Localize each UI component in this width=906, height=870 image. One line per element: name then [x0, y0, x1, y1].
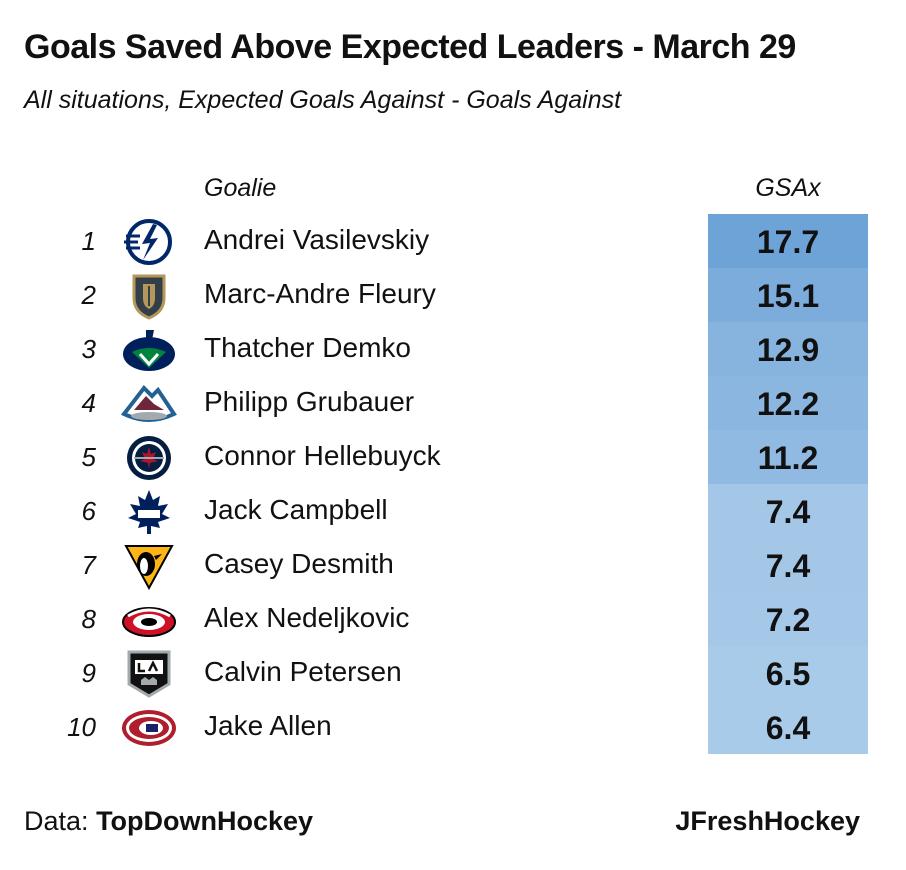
- goalie-name: Calvin Petersen: [204, 656, 402, 687]
- gsax-value-cell: 11.2: [708, 430, 868, 484]
- gsax-value-cell: 17.7: [708, 214, 868, 268]
- goalie-column-header: Goalie: [204, 174, 277, 202]
- table-row: 7 Casey Desmith 7.4: [0, 538, 906, 592]
- chart-title: Goals Saved Above Expected Leaders - Mar…: [24, 28, 796, 66]
- gsax-value-cell: 12.9: [708, 322, 868, 376]
- avalanche-logo-icon: [120, 380, 178, 428]
- table-row: 2 Marc-Andre Fleury 15.1: [0, 268, 906, 322]
- table-row: 10 Jake Allen 6.4: [0, 700, 906, 754]
- goalie-name: Philipp Grubauer: [204, 386, 415, 417]
- table-row: 5 Connor Hellebuyck 11.2: [0, 430, 906, 484]
- golden-knights-logo-icon: [120, 272, 178, 320]
- rank-label: 5: [81, 442, 96, 472]
- data-source-credit: Data: TopDownHockey: [24, 806, 313, 837]
- goalie-name: Marc-Andre Fleury: [204, 278, 436, 309]
- chart-subtitle: All situations, Expected Goals Against -…: [24, 86, 622, 114]
- rank-label: 9: [81, 658, 96, 688]
- gsax-value-cell: 12.2: [708, 376, 868, 430]
- maple-leafs-logo-icon: [120, 488, 178, 536]
- rank-label: 10: [67, 712, 96, 742]
- gsax-value-cell: 6.4: [708, 700, 868, 754]
- goalie-name: Connor Hellebuyck: [204, 440, 441, 471]
- table-row: 1 Andrei Vasilevskiy 17.7: [0, 214, 906, 268]
- goalie-name: Alex Nedeljkovic: [204, 602, 410, 633]
- canadiens-logo-icon: [120, 704, 178, 752]
- data-source-name: TopDownHockey: [96, 806, 314, 836]
- author-credit: JFreshHockey: [675, 806, 860, 836]
- table-row: 9 Calvin Petersen 6.5: [0, 646, 906, 700]
- gsax-value-cell: 7.2: [708, 592, 868, 646]
- goalie-name: Andrei Vasilevskiy: [204, 224, 430, 255]
- gsax-value-cell: 6.5: [708, 646, 868, 700]
- rank-label: 3: [81, 334, 96, 364]
- gsax-value-cell: 7.4: [708, 538, 868, 592]
- table-row: 6 Jack Campbell 7.4: [0, 484, 906, 538]
- jets-logo-icon: [120, 434, 178, 482]
- gsax-value-cell: 7.4: [708, 484, 868, 538]
- rank-label: 6: [81, 496, 96, 526]
- hurricanes-logo-icon: [120, 596, 178, 644]
- gsax-value-cell: 15.1: [708, 268, 868, 322]
- goalie-name: Thatcher Demko: [204, 332, 411, 363]
- goalie-name: Jack Campbell: [204, 494, 388, 525]
- canucks-logo-icon: [120, 326, 178, 374]
- rank-label: 7: [81, 550, 96, 580]
- rank-label: 1: [81, 226, 96, 256]
- table-row: 4 Philipp Grubauer 12.2: [0, 376, 906, 430]
- penguins-logo-icon: [120, 542, 178, 591]
- table-row: 3 Thatcher Demko 12.9: [0, 322, 906, 376]
- kings-logo-icon: [120, 650, 178, 698]
- rank-label: 4: [81, 388, 96, 418]
- table-row: 8 Alex Nedeljkovic 7.2: [0, 592, 906, 646]
- gsax-column-header: GSAx: [755, 174, 821, 202]
- goalie-name: Jake Allen: [204, 710, 332, 741]
- data-label: Data:: [24, 806, 89, 836]
- rank-label: 8: [81, 604, 96, 634]
- lightning-logo-icon: [120, 218, 178, 266]
- goalie-name: Casey Desmith: [204, 548, 394, 579]
- rank-label: 2: [81, 280, 96, 310]
